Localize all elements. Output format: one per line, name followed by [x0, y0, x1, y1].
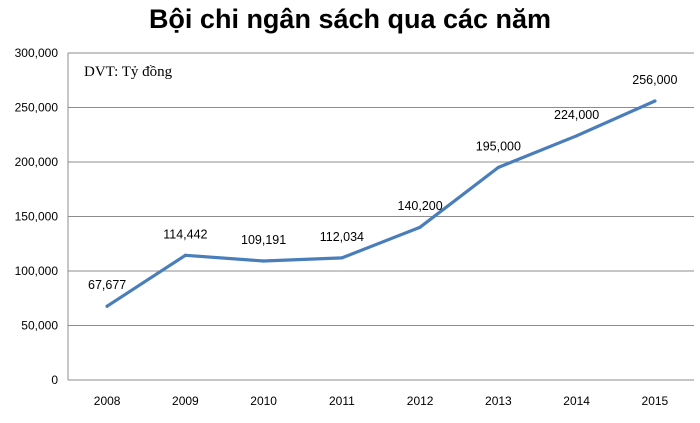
x-tick-label: 2011 [329, 394, 355, 408]
x-tick-label: 2008 [94, 394, 121, 408]
grid-lines [68, 52, 694, 326]
x-tick-label: 2013 [485, 394, 512, 408]
y-axis-ticks: 0 50,000 100,000 150,000 200,000 250,000 300,0… [15, 46, 59, 387]
data-labels: 67,677 114,442 109,191 112,034 140,200 195,00… [88, 73, 678, 292]
data-point [262, 259, 266, 263]
x-tick-label: 2010 [250, 394, 277, 408]
data-point [340, 256, 344, 260]
y-tick-label: 200,000 [15, 155, 59, 169]
data-label: 256,000 [632, 73, 677, 87]
x-tick-label: 2015 [642, 394, 669, 408]
data-point [183, 253, 187, 257]
data-point [105, 304, 109, 308]
y-tick-label: 0 [51, 373, 58, 387]
series-line [105, 99, 657, 308]
y-tick-label: 300,000 [15, 46, 59, 60]
series-layer [105, 99, 657, 308]
data-point [496, 165, 500, 170]
data-label: 140,200 [398, 199, 443, 213]
y-tick-label: 100,000 [15, 264, 59, 278]
unit-note: DVT: Tỷ đồng [84, 64, 173, 80]
data-point [575, 134, 579, 138]
data-label: 224,000 [554, 108, 599, 122]
data-label: 195,000 [476, 139, 521, 153]
x-tick-label: 2014 [563, 394, 590, 408]
data-label: 67,677 [88, 278, 126, 292]
data-label: 114,442 [163, 227, 207, 241]
data-point [418, 225, 422, 229]
data-label: 112,034 [320, 230, 364, 244]
x-axis-ticks: 2008 2009 2010 2011 2012 2013 2014 2015 [94, 394, 669, 408]
data-label: 109,191 [241, 233, 286, 247]
x-tick-label: 2009 [172, 394, 199, 408]
y-tick-label: 150,000 [15, 210, 59, 224]
axes [67, 53, 694, 381]
data-point [653, 99, 657, 103]
chart-title: Bội chi ngân sách qua các năm [148, 4, 552, 34]
y-tick-label: 50,000 [21, 319, 58, 333]
y-tick-label: 250,000 [15, 101, 59, 115]
x-tick-label: 2012 [407, 394, 434, 408]
